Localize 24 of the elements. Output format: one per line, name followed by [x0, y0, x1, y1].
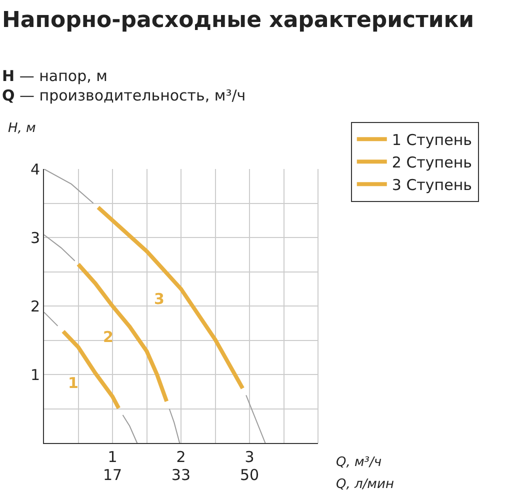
x-tick-label: 3 — [244, 448, 254, 466]
x-axis-title: Q, м³/ч — [336, 455, 382, 470]
line-series — [76, 262, 169, 404]
line-series — [61, 329, 121, 410]
x2-axis-title: Q, л/мин — [336, 477, 394, 492]
annotation: 3 — [154, 290, 164, 308]
legend-label: 2 Ступень — [392, 154, 472, 172]
x2-tick-label: 50 — [240, 466, 260, 484]
line-series — [96, 205, 245, 390]
chart-subtitle: H — напор, м Q — производительность, м³/ч — [2, 67, 246, 104]
x-tick-label: 2 — [176, 448, 186, 466]
y-tick-label: 3 — [30, 228, 40, 247]
annotation: 1 — [68, 374, 78, 392]
y-tick-label: 1 — [30, 366, 40, 384]
chart-title: Напорно-расходные характеристики — [2, 8, 474, 33]
x-tick-label: 1 — [108, 448, 118, 466]
y-tick-label: 2 — [30, 297, 40, 316]
annotation: 2 — [103, 328, 114, 346]
x2-tick-label: 33 — [171, 466, 191, 484]
y-axis-title: H, м — [8, 121, 36, 136]
legend-label: 1 Ступень — [392, 131, 472, 149]
x2-tick-label: 17 — [102, 466, 122, 484]
legend-label: 3 Ступень — [392, 176, 472, 194]
y-tick-label: 4 — [30, 160, 40, 178]
